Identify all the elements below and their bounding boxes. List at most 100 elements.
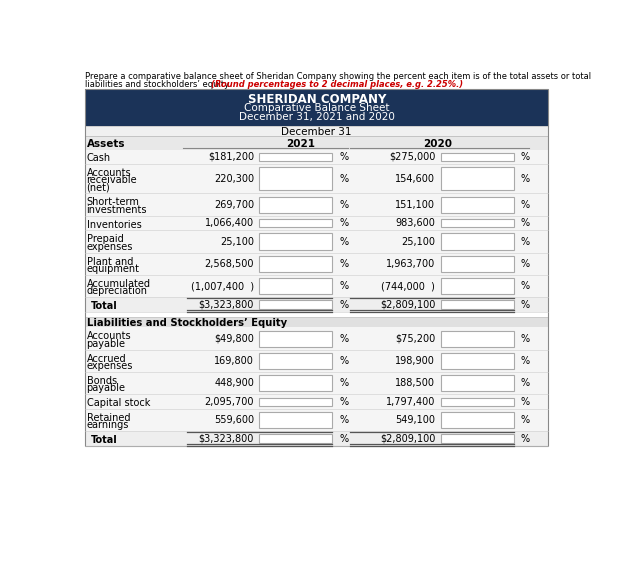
Text: 1,797,400: 1,797,400 bbox=[386, 397, 435, 406]
Text: %: % bbox=[339, 281, 349, 291]
Text: 220,300: 220,300 bbox=[214, 174, 254, 184]
Bar bbox=[441, 375, 514, 391]
Bar bbox=[441, 167, 514, 190]
Bar bbox=[260, 196, 332, 212]
Text: 188,500: 188,500 bbox=[396, 378, 435, 389]
Text: 25,100: 25,100 bbox=[220, 237, 254, 247]
Text: receivable: receivable bbox=[87, 175, 137, 185]
Text: Accumulated: Accumulated bbox=[87, 279, 151, 289]
Text: depreciation: depreciation bbox=[87, 286, 148, 296]
Bar bbox=[260, 301, 332, 309]
Text: %: % bbox=[339, 152, 349, 162]
Text: Accrued: Accrued bbox=[87, 354, 126, 364]
Text: $181,200: $181,200 bbox=[208, 152, 254, 162]
Text: $3,323,800: $3,323,800 bbox=[198, 434, 254, 444]
Bar bbox=[260, 331, 332, 347]
Bar bbox=[260, 412, 332, 428]
Bar bbox=[85, 193, 548, 216]
Bar bbox=[85, 89, 548, 126]
Text: 2,095,700: 2,095,700 bbox=[205, 397, 254, 406]
Text: (744,000  ): (744,000 ) bbox=[381, 281, 435, 291]
Bar bbox=[85, 350, 548, 372]
Text: %: % bbox=[339, 415, 349, 425]
Bar bbox=[85, 137, 548, 149]
Text: 549,100: 549,100 bbox=[396, 415, 435, 425]
Text: %: % bbox=[520, 378, 530, 389]
Bar bbox=[441, 278, 514, 294]
Text: 151,100: 151,100 bbox=[396, 200, 435, 210]
Text: %: % bbox=[520, 300, 530, 310]
Text: %: % bbox=[339, 174, 349, 184]
Bar bbox=[260, 353, 332, 369]
Text: 2020: 2020 bbox=[423, 139, 452, 149]
Text: %: % bbox=[520, 334, 530, 343]
Text: Capital stock: Capital stock bbox=[87, 398, 150, 408]
Text: %: % bbox=[339, 378, 349, 389]
Text: (net): (net) bbox=[87, 182, 110, 193]
Bar bbox=[441, 219, 514, 228]
Bar bbox=[85, 394, 548, 409]
Text: %: % bbox=[520, 397, 530, 406]
Bar bbox=[441, 353, 514, 369]
Text: %: % bbox=[520, 356, 530, 366]
Text: payable: payable bbox=[87, 339, 125, 349]
Text: Bonds: Bonds bbox=[87, 376, 117, 386]
Text: Short-term: Short-term bbox=[87, 197, 140, 207]
Text: Total: Total bbox=[91, 301, 118, 312]
Bar bbox=[85, 89, 548, 446]
Text: %: % bbox=[339, 300, 349, 310]
Text: %: % bbox=[339, 237, 349, 247]
Text: %: % bbox=[339, 397, 349, 406]
Text: 269,700: 269,700 bbox=[214, 200, 254, 210]
Bar bbox=[85, 253, 548, 275]
Text: 1,963,700: 1,963,700 bbox=[386, 259, 435, 269]
Text: %: % bbox=[520, 174, 530, 184]
Bar bbox=[441, 196, 514, 212]
Text: 2,568,500: 2,568,500 bbox=[205, 259, 254, 269]
Bar bbox=[260, 219, 332, 228]
Bar bbox=[85, 317, 548, 328]
Bar bbox=[85, 230, 548, 253]
Text: %: % bbox=[520, 200, 530, 210]
Bar bbox=[260, 167, 332, 190]
Text: Retained: Retained bbox=[87, 413, 130, 423]
Bar bbox=[85, 164, 548, 193]
Text: %: % bbox=[339, 334, 349, 343]
Bar bbox=[85, 409, 548, 431]
Text: 448,900: 448,900 bbox=[214, 378, 254, 389]
Bar bbox=[441, 153, 514, 161]
Bar bbox=[85, 328, 548, 350]
Text: $75,200: $75,200 bbox=[395, 334, 435, 343]
Text: 198,900: 198,900 bbox=[396, 356, 435, 366]
Text: 559,600: 559,600 bbox=[214, 415, 254, 425]
Text: investments: investments bbox=[87, 204, 147, 215]
Bar bbox=[441, 434, 514, 443]
Text: December 31: December 31 bbox=[281, 127, 352, 137]
Text: %: % bbox=[339, 218, 349, 228]
Bar bbox=[441, 331, 514, 347]
Text: %: % bbox=[339, 259, 349, 269]
Bar bbox=[260, 434, 332, 443]
Text: %: % bbox=[520, 152, 530, 162]
Bar bbox=[85, 431, 548, 446]
Text: 2021: 2021 bbox=[286, 139, 315, 149]
Text: liabilities and stockholders’ equity.: liabilities and stockholders’ equity. bbox=[85, 80, 231, 89]
Text: (Round percentages to 2 decimal places, e.g. 2.25%.): (Round percentages to 2 decimal places, … bbox=[211, 80, 464, 89]
Text: equipment: equipment bbox=[87, 264, 140, 274]
Bar bbox=[85, 216, 548, 230]
Text: payable: payable bbox=[87, 383, 125, 393]
Bar bbox=[85, 275, 548, 298]
Text: %: % bbox=[520, 218, 530, 228]
Bar bbox=[260, 256, 332, 272]
Text: expenses: expenses bbox=[87, 361, 133, 371]
Text: %: % bbox=[339, 356, 349, 366]
Bar bbox=[85, 126, 548, 137]
Text: %: % bbox=[339, 434, 349, 444]
Text: 154,600: 154,600 bbox=[396, 174, 435, 184]
Text: Inventories: Inventories bbox=[87, 219, 142, 230]
Text: $275,000: $275,000 bbox=[389, 152, 435, 162]
Bar bbox=[260, 233, 332, 250]
Text: 1,066,400: 1,066,400 bbox=[205, 218, 254, 228]
Text: %: % bbox=[520, 415, 530, 425]
Text: December 31, 2021 and 2020: December 31, 2021 and 2020 bbox=[239, 112, 395, 122]
